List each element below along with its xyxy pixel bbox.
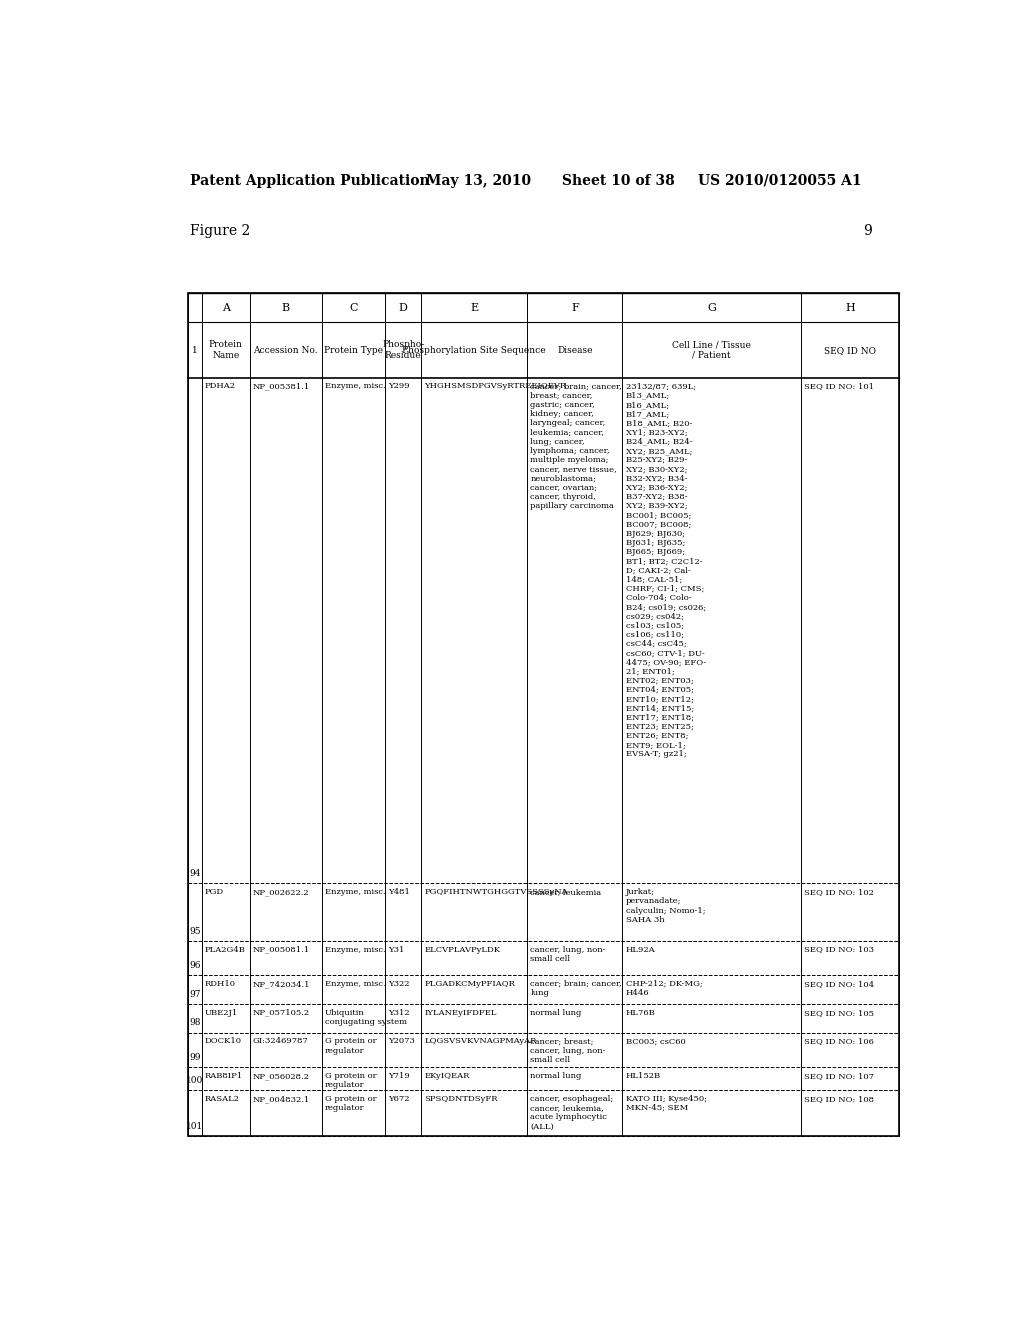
Text: FLGADKCMyPFIAQR: FLGADKCMyPFIAQR (424, 979, 515, 989)
Text: B: B (282, 302, 290, 313)
Text: cancer, lung, non-
small cell: cancer, lung, non- small cell (530, 945, 606, 962)
Text: Protein
Name: Protein Name (209, 341, 243, 360)
Text: SEQ ID NO: 104: SEQ ID NO: 104 (804, 979, 873, 989)
Text: CHP-212; DK-MG;
H446: CHP-212; DK-MG; H446 (626, 979, 702, 997)
Text: Cell Line / Tissue
/ Patient: Cell Line / Tissue / Patient (672, 341, 751, 360)
Text: ELCVPLAVPyLDK: ELCVPLAVPyLDK (424, 945, 500, 953)
Text: HL92A: HL92A (626, 945, 655, 953)
Text: RASAL2: RASAL2 (205, 1096, 240, 1104)
Text: E: E (470, 302, 478, 313)
Text: US 2010/0120055 A1: US 2010/0120055 A1 (697, 174, 861, 187)
Text: UBE2J1: UBE2J1 (205, 1008, 238, 1016)
Text: SPSQDNTDSyFR: SPSQDNTDSyFR (424, 1096, 498, 1104)
Text: 97: 97 (189, 990, 201, 999)
Text: Y299: Y299 (388, 383, 410, 391)
Text: NP_002622.2: NP_002622.2 (253, 888, 309, 896)
Text: SEQ ID NO: 107: SEQ ID NO: 107 (804, 1072, 873, 1080)
Bar (188, 293, 899, 1137)
Text: SEQ ID NO: 102: SEQ ID NO: 102 (804, 888, 873, 896)
Text: BC003; csC60: BC003; csC60 (626, 1038, 685, 1045)
Text: 101: 101 (186, 1122, 204, 1131)
Text: SEQ ID NO: 103: SEQ ID NO: 103 (804, 945, 873, 953)
Text: IYLANEyIFDFEL: IYLANEyIFDFEL (424, 1008, 497, 1016)
Text: NP_056028.2: NP_056028.2 (253, 1072, 309, 1080)
Text: G protein or
regulator: G protein or regulator (325, 1072, 377, 1089)
Text: HL76B: HL76B (626, 1008, 655, 1016)
Text: Enzyme, misc.: Enzyme, misc. (325, 979, 385, 989)
Text: Ubiquitin
conjugating system: Ubiquitin conjugating system (325, 1008, 407, 1026)
Text: GI:32469787: GI:32469787 (253, 1038, 308, 1045)
Text: SEQ ID NO: SEQ ID NO (824, 346, 876, 355)
Text: cancer; brain; cancer,
lung: cancer; brain; cancer, lung (530, 979, 622, 997)
Text: Enzyme, misc.: Enzyme, misc. (325, 945, 385, 953)
Text: cancer; breast;
cancer, lung, non-
small cell: cancer; breast; cancer, lung, non- small… (530, 1038, 606, 1064)
Text: 9: 9 (863, 224, 872, 238)
Text: Figure 2: Figure 2 (190, 224, 250, 238)
Text: cancer, esophageal;
cancer, leukemia,
acute lymphocytic
(ALL): cancer, esophageal; cancer, leukemia, ac… (530, 1096, 613, 1130)
Text: Y2073: Y2073 (388, 1038, 416, 1045)
Text: NP_004832.1: NP_004832.1 (253, 1096, 310, 1104)
Text: SEQ ID NO: 108: SEQ ID NO: 108 (804, 1096, 873, 1104)
Text: NP_742034.1: NP_742034.1 (253, 979, 310, 989)
Text: 100: 100 (186, 1076, 204, 1085)
Text: Patent Application Publication: Patent Application Publication (190, 174, 430, 187)
Text: Y481: Y481 (388, 888, 411, 896)
Text: 96: 96 (189, 961, 201, 970)
Text: G protein or
regulator: G protein or regulator (325, 1038, 377, 1055)
Text: D: D (398, 302, 408, 313)
Text: Y322: Y322 (388, 979, 410, 989)
Text: normal lung: normal lung (530, 1072, 582, 1080)
Text: Jurkat;
pervanadate;
calyculin; Nomo-1;
SAHA 3h: Jurkat; pervanadate; calyculin; Nomo-1; … (626, 888, 706, 924)
Text: Y312: Y312 (388, 1008, 410, 1016)
Text: 23132/87; 639L;
B13_AML;
B16_AML;
B17_AML;
B18_AML; B20-
XY1; B23-XY2;
B24_AML; : 23132/87; 639L; B13_AML; B16_AML; B17_AM… (626, 383, 706, 759)
Text: RAB8IP1: RAB8IP1 (205, 1072, 243, 1080)
Text: NP_005081.1: NP_005081.1 (253, 945, 310, 953)
Text: RDH10: RDH10 (205, 979, 236, 989)
Text: 1: 1 (193, 346, 198, 355)
Text: A: A (221, 302, 229, 313)
Text: C: C (349, 302, 357, 313)
Text: YHGHSMSDPGVSyRTREEIQEVR: YHGHSMSDPGVSyRTREEIQEVR (424, 383, 566, 391)
Text: H: H (845, 302, 855, 313)
Text: EKyIQEAR: EKyIQEAR (424, 1072, 469, 1080)
Text: NP_057105.2: NP_057105.2 (253, 1008, 310, 1016)
Text: Protein Type: Protein Type (324, 346, 383, 355)
Text: Enzyme, misc.: Enzyme, misc. (325, 888, 385, 896)
Text: PLA2G4B: PLA2G4B (205, 945, 246, 953)
Text: LQGSVSVKVNAGPMAyAR: LQGSVSVKVNAGPMAyAR (424, 1038, 537, 1045)
Text: DOCK10: DOCK10 (205, 1038, 242, 1045)
Text: cancer; brain; cancer,
breast; cancer,
gastric; cancer,
kidney; cancer,
laryngea: cancer; brain; cancer, breast; cancer, g… (530, 383, 622, 510)
Text: NP_005381.1: NP_005381.1 (253, 383, 310, 391)
Text: 95: 95 (189, 927, 201, 936)
Text: Phosphorylation Site Sequence: Phosphorylation Site Sequence (402, 346, 546, 355)
Text: Enzyme, misc.: Enzyme, misc. (325, 383, 385, 391)
Text: PGD: PGD (205, 888, 224, 896)
Text: Sheet 10 of 38: Sheet 10 of 38 (562, 174, 675, 187)
Text: 94: 94 (189, 869, 201, 878)
Text: HL152B: HL152B (626, 1072, 660, 1080)
Text: May 13, 2010: May 13, 2010 (426, 174, 531, 187)
Text: SEQ ID NO: 106: SEQ ID NO: 106 (804, 1038, 873, 1045)
Text: 99: 99 (189, 1053, 201, 1063)
Text: Y31: Y31 (388, 945, 404, 953)
Text: PDHA2: PDHA2 (205, 383, 236, 391)
Text: cancer, leukemia: cancer, leukemia (530, 888, 601, 896)
Text: SEQ ID NO: 101: SEQ ID NO: 101 (804, 383, 873, 391)
Text: Y672: Y672 (388, 1096, 410, 1104)
Text: Accession No.: Accession No. (253, 346, 318, 355)
Text: Disease: Disease (557, 346, 593, 355)
Text: F: F (571, 302, 579, 313)
Text: 98: 98 (189, 1019, 201, 1027)
Text: Y719: Y719 (388, 1072, 411, 1080)
Text: Phospho-
Residue: Phospho- Residue (382, 341, 424, 360)
Text: KATO III; Kyse450;
MKN-45; SEM: KATO III; Kyse450; MKN-45; SEM (626, 1096, 707, 1113)
Text: normal lung: normal lung (530, 1008, 582, 1016)
Text: SEQ ID NO: 105: SEQ ID NO: 105 (804, 1008, 873, 1016)
Text: PGQFIHTNWTGHGGTVSSSSyNA: PGQFIHTNWTGHGGTVSSSSyNA (424, 888, 567, 896)
Text: G: G (708, 302, 716, 313)
Text: G protein or
regulator: G protein or regulator (325, 1096, 377, 1113)
